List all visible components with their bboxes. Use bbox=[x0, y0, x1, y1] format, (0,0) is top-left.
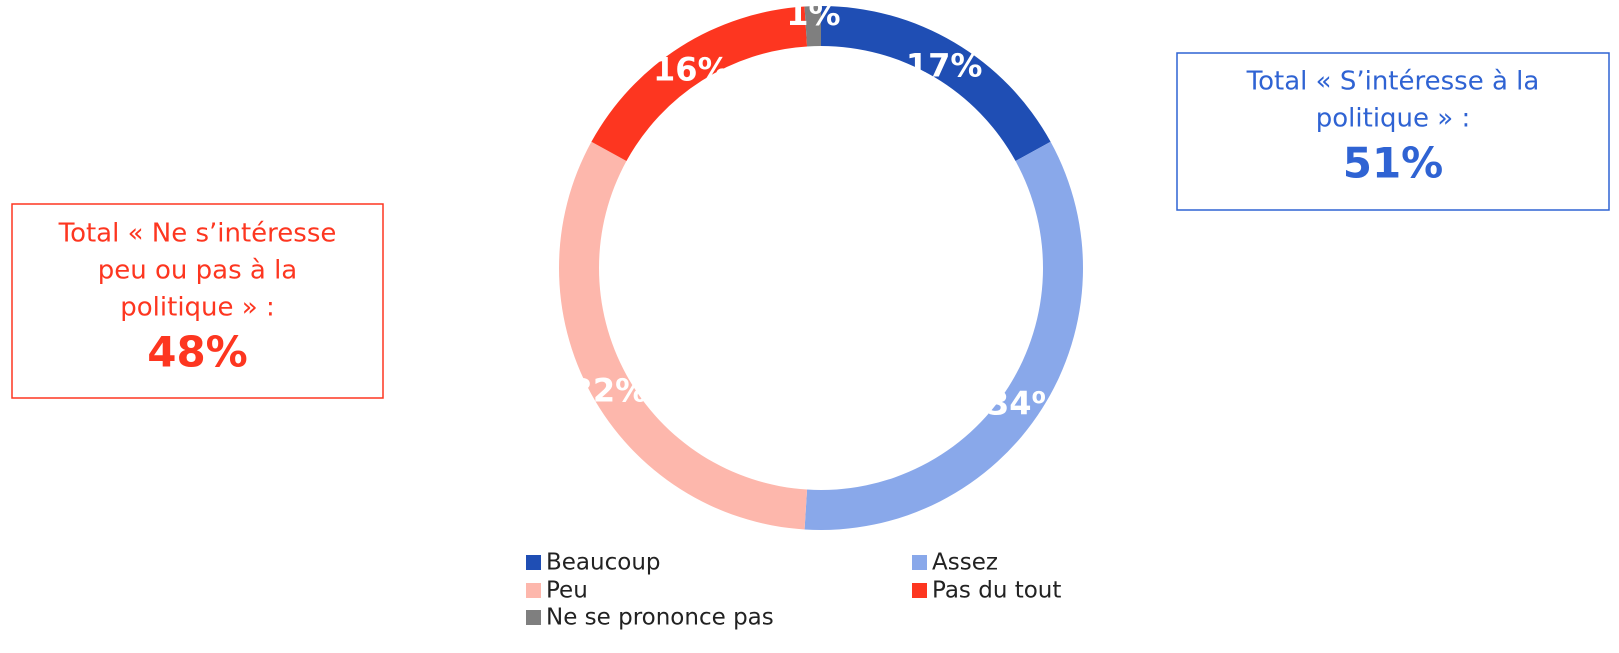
annotation-text: Total « S’intéresse à la bbox=[1246, 67, 1540, 97]
legend-swatch bbox=[912, 555, 927, 570]
data-label: 17% bbox=[906, 47, 983, 85]
legend-swatch bbox=[526, 583, 541, 598]
donut-segment bbox=[591, 6, 808, 162]
legend-label: Pas du tout bbox=[932, 578, 1061, 604]
legend-swatch bbox=[912, 583, 927, 598]
annotation-text: peu ou pas à la bbox=[98, 256, 298, 286]
donut-segment bbox=[804, 141, 1084, 531]
data-label: 16% bbox=[653, 51, 730, 89]
data-label: 1% bbox=[786, 0, 840, 33]
donut-segment bbox=[558, 141, 808, 530]
donut-segment bbox=[821, 6, 1051, 162]
legend-label: Beaucoup bbox=[546, 550, 661, 576]
annotation-total: 51% bbox=[1343, 139, 1444, 188]
annotation-total: 48% bbox=[147, 328, 248, 377]
data-label: 32% bbox=[571, 372, 648, 410]
legend-label: Ne se prononce pas bbox=[546, 605, 774, 631]
annotation-box bbox=[1176, 52, 1610, 211]
donut-segment bbox=[804, 6, 821, 47]
annotation-box bbox=[11, 203, 384, 399]
annotation-text: politique » : bbox=[1316, 104, 1470, 134]
legend-label: Peu bbox=[546, 578, 588, 604]
legend-label: Assez bbox=[932, 550, 998, 576]
data-label: 34% bbox=[987, 385, 1064, 423]
annotation-text: politique » : bbox=[120, 293, 274, 323]
annotation-text: Total « Ne s’intéresse bbox=[58, 219, 337, 249]
legend-swatch bbox=[526, 610, 541, 625]
legend-swatch bbox=[526, 555, 541, 570]
